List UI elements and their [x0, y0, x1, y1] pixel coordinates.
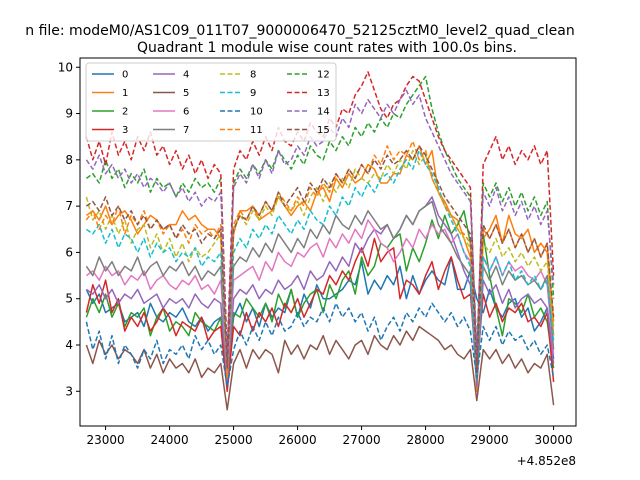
- y-tick-label: 4: [65, 338, 73, 352]
- legend-label-12: 12: [317, 70, 330, 81]
- y-tick-label: 8: [65, 153, 73, 167]
- axes-title: Quadrant 1 module wise count rates with …: [137, 40, 517, 56]
- legend-label-15: 15: [317, 125, 330, 136]
- y-tick-label: 5: [65, 292, 73, 306]
- x-tick-label: 30000: [535, 433, 573, 447]
- legend-label-13: 13: [317, 88, 330, 99]
- legend-label-3: 3: [122, 125, 128, 136]
- plot-frame: [79, 57, 577, 427]
- x-tick-label: 25000: [215, 433, 253, 447]
- figure-suptitle: n file: modeM0/AS1C09_011T07_9000006470_…: [25, 23, 574, 39]
- series-line-5: [85, 325, 555, 411]
- x-axis: 23000 24000 25000 26000 27000 28000 29000 30000: [87, 426, 573, 447]
- legend-label-8: 8: [250, 70, 256, 81]
- y-tick-label: 9: [65, 107, 73, 121]
- legend-label-5: 5: [183, 88, 189, 99]
- series-line-14: [85, 89, 555, 365]
- legend-label-14: 14: [317, 107, 330, 118]
- legend-label-11: 11: [250, 125, 263, 136]
- x-tick-label: 24000: [151, 433, 189, 447]
- y-tick-label: 6: [65, 245, 73, 259]
- legend-label-6: 6: [183, 107, 189, 118]
- legend-label-2: 2: [122, 107, 128, 118]
- y-tick-label: 7: [65, 199, 73, 213]
- legend-label-1: 1: [122, 88, 128, 99]
- legend-label-10: 10: [250, 107, 263, 118]
- legend-label-7: 7: [183, 125, 189, 136]
- series-line-10: [85, 302, 555, 388]
- x-tick-label: 29000: [471, 433, 509, 447]
- legend-label-9: 9: [250, 88, 256, 99]
- legend-box: [85, 62, 337, 142]
- series-line-15: [85, 145, 555, 374]
- y-tick-label: 10: [58, 60, 73, 74]
- x-tick-label: 26000: [279, 433, 317, 447]
- series-line-12: [85, 75, 555, 360]
- legend-label-4: 4: [183, 70, 189, 81]
- legend-label-0: 0: [122, 70, 128, 81]
- x-tick-label: 23000: [87, 433, 125, 447]
- y-tick-label: 3: [65, 384, 73, 398]
- x-offset-label: +4.852e8: [517, 454, 576, 468]
- y-axis: 3 4 5 6 7 8 9 10: [58, 60, 80, 398]
- x-tick-label: 27000: [343, 433, 381, 447]
- x-tick-label: 28000: [407, 433, 445, 447]
